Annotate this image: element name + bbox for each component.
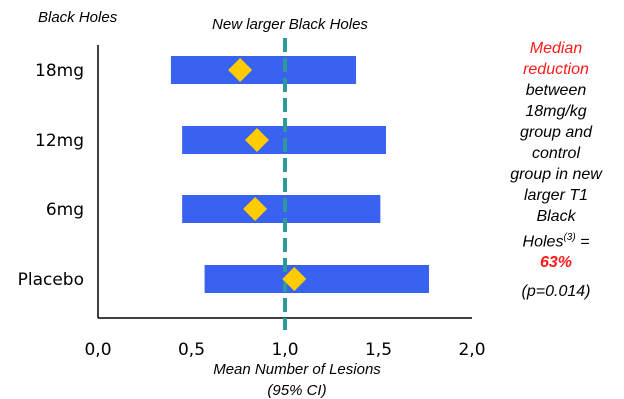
x-axis-label: Mean Number of Lesions — [213, 361, 381, 378]
point-estimate-marker — [243, 197, 268, 221]
category-label: 12mg — [35, 131, 84, 151]
category-label: 18mg — [35, 61, 84, 81]
note-eq: = — [575, 233, 590, 251]
note-line4: 18mg/kg — [525, 103, 587, 120]
x-tick-label: 1,0 — [271, 340, 298, 360]
note-line10: Holes(3) = — [492, 227, 620, 252]
point-estimate-marker — [282, 267, 307, 291]
note-line9: Black — [536, 208, 576, 225]
note-line1: Median — [529, 40, 583, 57]
note-pvalue: (p=0.014) — [521, 283, 591, 301]
note-line2: reduction — [523, 61, 589, 78]
corner-label: Black Holes — [38, 9, 118, 26]
chart-title: New larger Black Holes — [212, 16, 368, 33]
note-line8: larger T1 — [523, 187, 589, 204]
note-holes: Holes — [522, 233, 564, 251]
category-label: 6mg — [46, 200, 84, 220]
point-estimate-marker — [244, 128, 269, 152]
x-tick-label: 0,5 — [178, 340, 205, 360]
category-label: Placebo — [18, 270, 84, 290]
median-reduction-note: Median reduction between 18mg/kg group a… — [492, 38, 620, 302]
note-ref: (3) — [563, 232, 576, 243]
note-line7: group in new — [510, 166, 602, 183]
ci-bar — [182, 195, 381, 223]
x-tick-label: 2,0 — [458, 340, 485, 360]
x-axis-label-ci: (95% CI) — [267, 382, 326, 399]
point-estimate-marker — [228, 58, 253, 82]
x-tick-label: 0,0 — [84, 340, 111, 360]
note-line5: group and — [519, 124, 593, 141]
note-line3: between — [525, 82, 587, 99]
ci-bar — [170, 56, 357, 84]
ci-bar — [204, 265, 429, 293]
note-line6: control — [531, 145, 581, 162]
note-value: 63% — [539, 254, 573, 272]
x-tick-label: 1,5 — [365, 340, 392, 360]
